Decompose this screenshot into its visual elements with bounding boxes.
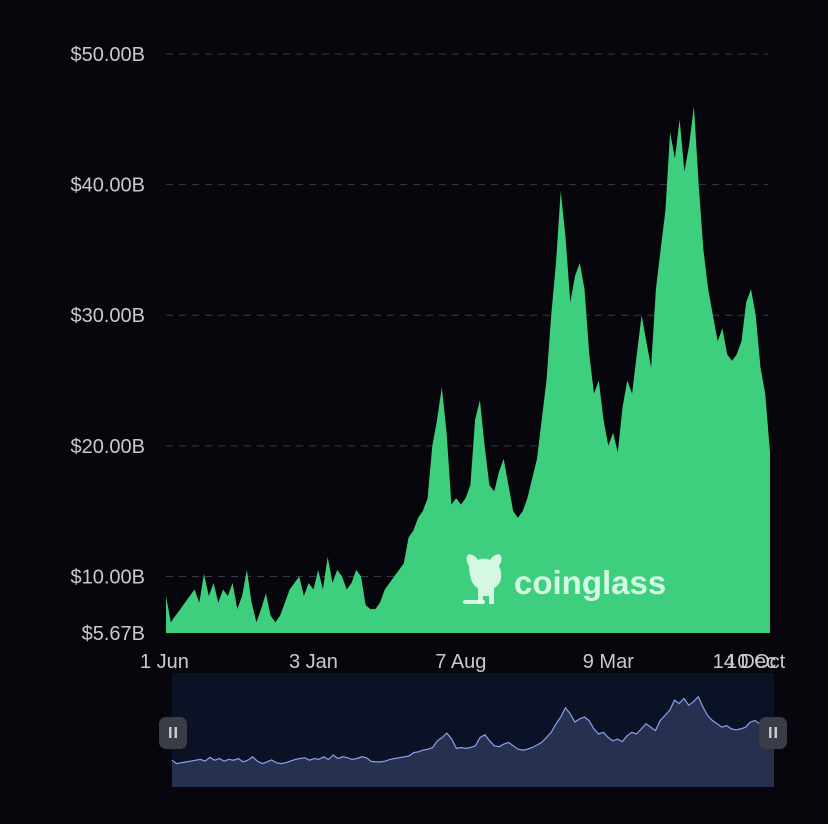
coinglass-watermark: coinglass	[463, 554, 666, 604]
pause-icon	[169, 727, 177, 738]
navigator-right-handle[interactable]	[759, 717, 787, 749]
y-tick-label: $30.00B	[70, 305, 145, 327]
navigator-area	[172, 696, 774, 787]
pause-icon	[769, 727, 777, 738]
y-tick-label: $20.00B	[70, 436, 145, 458]
coinglass-logo-icon	[463, 554, 502, 604]
y-tick-label: $10.00B	[70, 566, 145, 588]
y-tick-label: $50.00B	[70, 44, 145, 66]
watermark-text: coinglass	[514, 564, 666, 601]
x-tick-label: 9 Mar	[583, 651, 634, 673]
range-navigator[interactable]	[159, 673, 787, 787]
x-tick-label: 3 Jan	[289, 651, 338, 673]
plot-area	[166, 106, 770, 633]
y-tick-label: $40.00B	[70, 175, 145, 197]
y-axis-labels: $5.67B $10.00B $20.00B $30.00B $40.00B $50.00…	[70, 44, 145, 645]
series-area	[166, 106, 770, 633]
x-tick-label: 14 Dec	[713, 651, 776, 673]
x-tick-label: 10 Oct	[726, 651, 785, 673]
x-tick-label: 1 Jun	[140, 651, 189, 673]
navigator-left-handle[interactable]	[159, 717, 187, 749]
navigator-line	[171, 695, 775, 765]
y-tick-label: $5.67B	[82, 623, 145, 645]
x-tick-label: 7 Aug	[435, 651, 486, 673]
